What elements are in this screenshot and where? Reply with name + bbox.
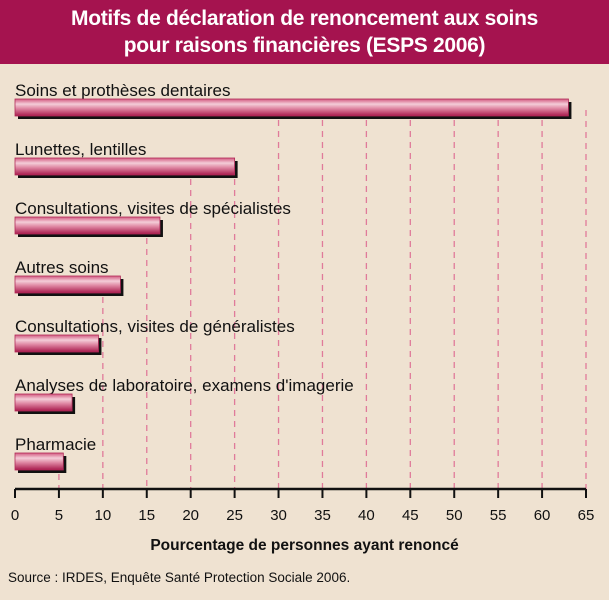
x-tick-label: 5: [55, 507, 63, 524]
bar: [14, 393, 73, 412]
x-tick-label: 45: [402, 507, 419, 524]
source-note: Source : IRDES, Enquête Santé Protection…: [8, 570, 351, 585]
x-tick-label: 65: [578, 507, 595, 524]
x-tick-label: 0: [11, 507, 19, 524]
x-tick-label: 10: [95, 507, 112, 524]
category-label: Autres soins: [15, 258, 109, 277]
x-tick-label: 30: [270, 507, 287, 524]
bar: [14, 452, 64, 471]
bar: [14, 275, 121, 294]
chart-title-line2: pour raisons financières (ESPS 2006): [123, 34, 486, 57]
x-tick-label: 40: [358, 507, 375, 524]
bar: [14, 98, 569, 117]
category-label: Soins et prothèses dentaires: [15, 81, 230, 100]
x-tick-label: 50: [446, 507, 463, 524]
x-tick-label: 25: [226, 507, 243, 524]
bar: [14, 216, 161, 235]
chart-title-line1: Motifs de déclaration de renoncement aux…: [71, 7, 538, 30]
bar: [14, 157, 236, 176]
x-tick-label: 55: [490, 507, 507, 524]
category-label: Consultations, visites de généralistes: [15, 317, 295, 336]
x-tick-label: 60: [534, 507, 551, 524]
chart-title: Motifs de déclaration de renoncement aux…: [0, 0, 609, 64]
x-tick-label: 35: [314, 507, 331, 524]
bar: [14, 334, 99, 353]
category-label: Lunettes, lentilles: [15, 140, 146, 159]
category-label: Analyses de laboratoire, examens d'image…: [15, 376, 354, 395]
x-tick-label: 20: [182, 507, 199, 524]
category-label: Pharmacie: [15, 435, 96, 454]
x-axis-label: Pourcentage de personnes ayant renoncé: [150, 537, 459, 554]
x-tick-label: 15: [138, 507, 155, 524]
category-label: Consultations, visites de spécialistes: [15, 199, 291, 218]
